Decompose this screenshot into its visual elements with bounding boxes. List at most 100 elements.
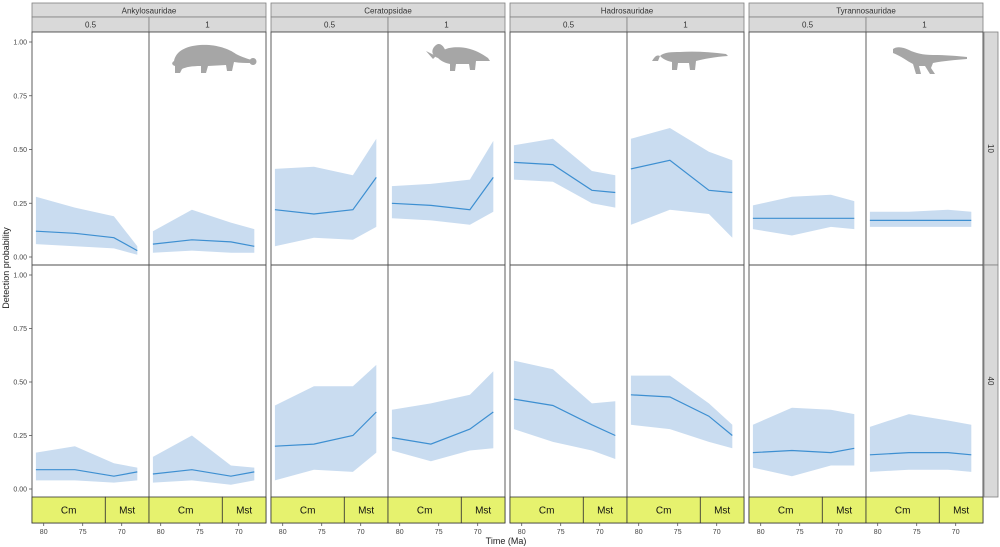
line-ankylosauridae-1-row-40 (152, 469, 255, 477)
x-tick-label: 70 (357, 529, 365, 536)
stage-box-cm (748, 496, 823, 524)
x-tick-label: 75 (196, 529, 204, 536)
line-ankylosauridae-0-5-row-10 (35, 230, 138, 252)
ceratopsid-frill (432, 43, 446, 58)
stage-label-mst: Mst (358, 506, 374, 517)
hadrosaur-head (652, 55, 660, 61)
stage-label-cm: Cm (778, 506, 794, 517)
subgroup-label: 1 (683, 21, 688, 30)
x-tick-label: 80 (396, 529, 404, 536)
x-tick-label: 75 (79, 529, 87, 536)
ribbon-ceratopsidae-1-row-40 (391, 371, 494, 462)
ribbon-tyrannosauridae-1-row-10 (869, 209, 972, 227)
row-strip-label-40: 40 (986, 377, 995, 386)
ribbon-ankylosauridae-0-5-row-40 (35, 446, 138, 483)
ribbon-tyrannosauridae-1-row-40 (869, 414, 972, 472)
x-tick-label: 80 (757, 529, 765, 536)
subgroup-label: 0.5 (802, 21, 814, 30)
family-label-tyrannosauridae: Tyrannosauridae (836, 7, 896, 16)
ceratopsid-horn (426, 51, 436, 59)
ribbon-hadrosauridae-1-row-40 (630, 375, 733, 449)
subgroup-label: 1 (444, 21, 449, 30)
stage-label-cm: Cm (656, 506, 672, 517)
stage-label-mst: Mst (836, 506, 852, 517)
stage-label-mst: Mst (953, 506, 969, 517)
stage-box-cm (865, 496, 940, 524)
x-tick-label: 70 (835, 529, 843, 536)
ribbon-ankylosauridae-1-row-40 (152, 435, 255, 485)
x-tick-label: 75 (913, 529, 921, 536)
ribbon-hadrosauridae-0-5-row-40 (513, 360, 616, 459)
x-tick-label: 70 (952, 529, 960, 536)
x-tick-label: 75 (796, 529, 804, 536)
stage-box-mst (104, 496, 150, 524)
line-tyrannosauridae-0-5-row-40 (752, 447, 855, 454)
x-tick-label: 75 (674, 529, 682, 536)
tyrannosaur-body (893, 47, 967, 74)
hadrosaur-body (660, 51, 728, 70)
row-strip-40 (983, 264, 999, 498)
stage-bars: Cm Mst Cm Mst Cm Mst Cm Mst Cm Mst Cm Mst Cm Mst Cm Mst (31, 496, 984, 524)
subgroup-label: 1 (922, 21, 927, 30)
line-hadrosauridae-0-5-row-10 (513, 161, 616, 194)
confidence-ribbons (35, 128, 972, 485)
silhouettes (172, 43, 967, 74)
line-tyrannosauridae-1-row-40 (869, 452, 972, 456)
ribbon-ceratopsidae-1-row-10 (391, 140, 494, 225)
series-lines (35, 159, 972, 477)
y-tick-label: 0.00 (13, 255, 27, 262)
ribbon-hadrosauridae-0-5-row-10 (513, 138, 616, 208)
stage-box-cm (509, 496, 584, 524)
line-hadrosauridae-1-row-40 (630, 394, 733, 436)
row-strip-label-10: 10 (986, 144, 995, 153)
line-ankylosauridae-1-row-10 (152, 239, 255, 247)
stage-box-mst (821, 496, 867, 524)
y-tick-label: 0.50 (13, 147, 27, 154)
line-ceratopsidae-0-5-row-40 (274, 411, 377, 447)
family-label-ceratopsidae: Ceratopsidae (364, 7, 412, 16)
ribbon-tyrannosauridae-0-5-row-40 (752, 407, 855, 477)
line-hadrosauridae-0-5-row-40 (513, 398, 616, 437)
line-hadrosauridae-1-row-10 (630, 159, 733, 194)
stage-box-cm (626, 496, 701, 524)
stage-label-mst: Mst (236, 506, 252, 517)
stage-label-mst: Mst (475, 506, 491, 517)
stage-box-cm (270, 496, 345, 524)
line-ceratopsidae-1-row-40 (391, 411, 494, 445)
stage-label-mst: Mst (119, 506, 135, 517)
stage-box-mst (460, 496, 506, 524)
subgroup-label: 1 (205, 21, 210, 30)
stage-label-cm: Cm (178, 506, 194, 517)
x-tick-label: 80 (40, 529, 48, 536)
line-ceratopsidae-1-row-10 (391, 177, 494, 211)
tyrannosaur-silhouette (893, 47, 967, 74)
stage-label-cm: Cm (895, 506, 911, 517)
stage-label-mst: Mst (714, 506, 730, 517)
y-axis-title: Detection probability (1, 227, 11, 309)
x-tick-label: 80 (157, 529, 165, 536)
family-label-ankylosauridae: Ankylosauridae (122, 7, 177, 16)
panel-background (866, 32, 983, 265)
y-tick-label: 0.00 (13, 487, 27, 494)
hadrosaur-silhouette (652, 51, 728, 70)
panel-background (388, 32, 505, 265)
stage-box-mst (699, 496, 745, 524)
y-tick-label: 1.00 (13, 273, 27, 280)
y-tick-label: 1.00 (13, 40, 27, 47)
ribbon-ceratopsidae-0-5-row-10 (274, 138, 377, 247)
x-tick-label: 80 (635, 529, 643, 536)
stage-box-mst (221, 496, 267, 524)
y-tick-label: 0.25 (13, 201, 27, 208)
x-tick-label: 80 (518, 529, 526, 536)
ribbon-hadrosauridae-1-row-10 (630, 128, 733, 238)
ceratopsid-body (438, 47, 490, 71)
ceratopsid-silhouette (426, 43, 490, 71)
x-axis-title: Time (Ma) (486, 536, 527, 546)
x-tick-label: 80 (874, 529, 882, 536)
facet-strips: Ankylosauridae 0.5 1 Ceratopsidae 0.5 1 Hadros… (31, 2, 984, 33)
ankylosaur-body (172, 44, 252, 73)
stage-label-cm: Cm (61, 506, 77, 517)
axes: 0.00 0.25 0.50 0.75 1.00 0.00 0.25 0.50 0.75 1.00… (13, 40, 959, 537)
y-tick-label: 0.75 (13, 326, 27, 333)
